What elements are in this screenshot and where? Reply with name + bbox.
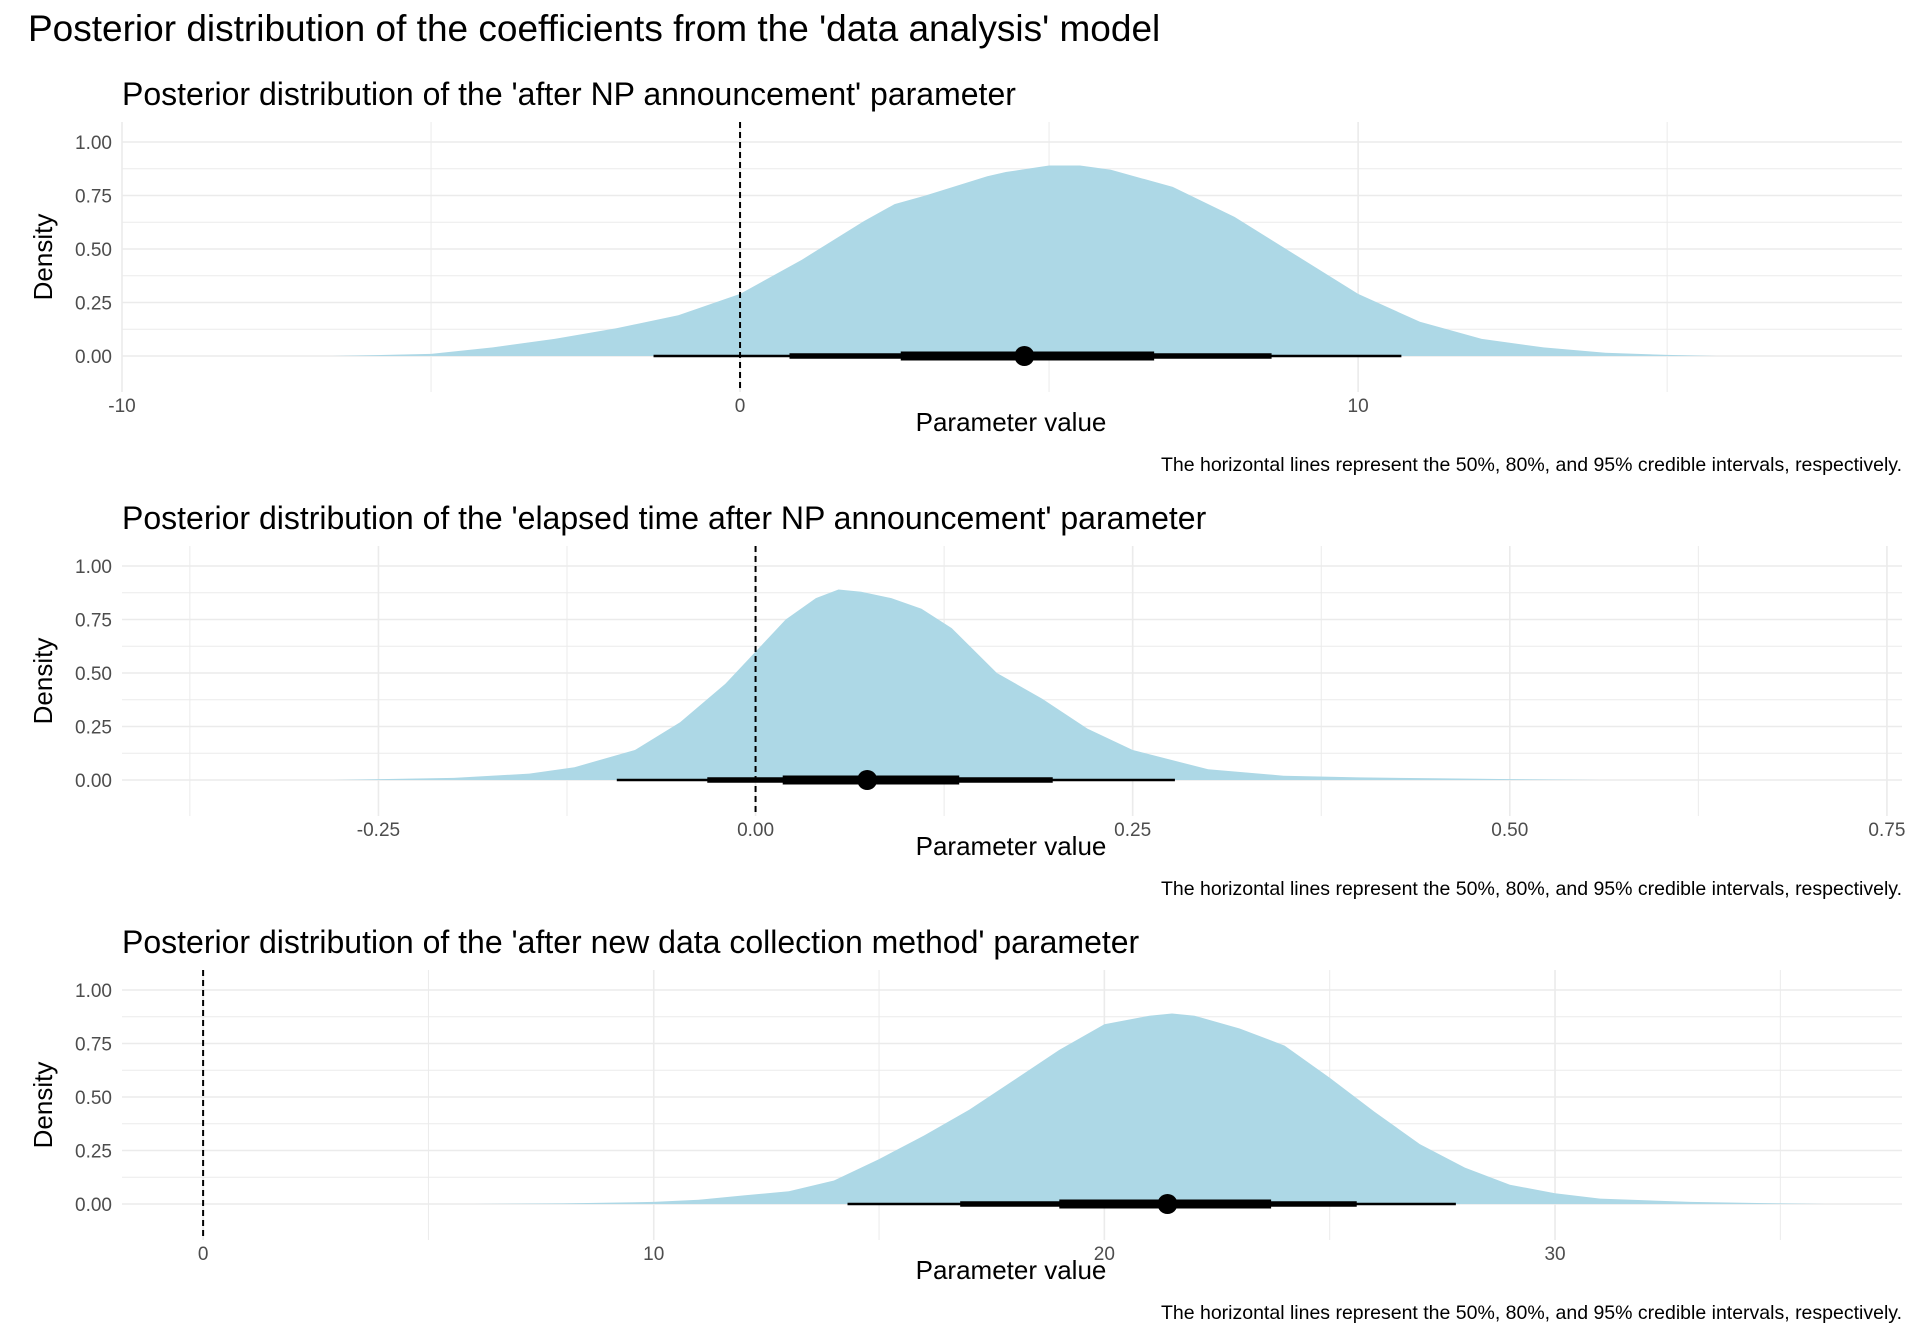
y-tick-label: 0.50 (75, 1088, 112, 1109)
y-tick-label: 0.75 (75, 1035, 112, 1056)
y-tick-label: 1.00 (75, 557, 112, 578)
x-tick-label: 20 (1094, 1244, 1115, 1265)
x-tick-label: 10 (643, 1244, 664, 1265)
y-tick-label: 1.00 (75, 981, 112, 1002)
point-estimate (1157, 1194, 1178, 1214)
y-tick-label: 0.00 (75, 1195, 112, 1216)
panel-title: Posterior distribution of the 'after NP … (122, 76, 1016, 112)
x-tick-label: 0.25 (1114, 820, 1151, 841)
y-axis-title: Density (28, 1062, 58, 1149)
caption: The horizontal lines represent the 50%, … (1161, 454, 1902, 476)
density-area (332, 165, 1717, 356)
density-plot: 0.00 0.25 0.50 0.75 1.00 -0.25 0.00 0.25 0.50 0.7… (28, 546, 1905, 900)
y-tick-label: 0.50 (75, 240, 112, 261)
density-area (333, 589, 1601, 780)
page-title: Posterior distribution of the coefficien… (28, 8, 1161, 49)
panel-title: Posterior distribution of the 'after new… (122, 924, 1140, 960)
y-tick-label: 1.00 (75, 133, 112, 154)
x-axis-title: Parameter value (916, 831, 1107, 861)
y-tick-label: 0.25 (75, 294, 112, 315)
y-tick-label: 0.50 (75, 664, 112, 685)
x-tick-label: -10 (108, 396, 135, 417)
x-tick-label: 0 (735, 396, 746, 417)
x-tick-label: 0.00 (737, 820, 774, 841)
caption: The horizontal lines represent the 50%, … (1161, 1302, 1902, 1324)
y-axis-title: Density (28, 638, 58, 725)
y-tick-label: 0.00 (75, 771, 112, 792)
chart-panel-new-data-collection: Posterior distribution of the 'after new… (0, 920, 1920, 1344)
point-estimate (857, 770, 878, 790)
y-tick-label: 0.25 (75, 718, 112, 739)
density-plot: 0.00 0.25 0.50 0.75 1.00 -10 0 10 Parameter valu… (28, 122, 1902, 476)
x-tick-label: 0.50 (1491, 820, 1528, 841)
x-tick-label: 0.75 (1868, 820, 1905, 841)
point-estimate (1014, 346, 1035, 366)
y-tick-label: 0.00 (75, 347, 112, 368)
x-axis-title: Parameter value (916, 407, 1107, 437)
y-tick-label: 0.25 (75, 1142, 112, 1163)
panel-title: Posterior distribution of the 'elapsed t… (122, 500, 1207, 536)
x-tick-label: 30 (1544, 1244, 1565, 1265)
chart-panel-elapsed-time: Posterior distribution of the 'elapsed t… (0, 496, 1920, 920)
x-tick-label: -0.25 (357, 820, 400, 841)
density-plot: 0.00 0.25 0.50 0.75 1.00 0 10 20 30 Parameter val… (28, 970, 1902, 1324)
x-tick-label: 0 (198, 1244, 209, 1265)
x-axis-title: Parameter value (916, 1255, 1107, 1285)
density-area (473, 1013, 1826, 1204)
x-tick-label: 10 (1348, 396, 1369, 417)
y-axis-title: Density (28, 214, 58, 301)
caption: The horizontal lines represent the 50%, … (1161, 878, 1902, 900)
y-tick-label: 0.75 (75, 187, 112, 208)
chart-panel-after-np-announcement: Posterior distribution of the 'after NP … (0, 72, 1920, 496)
y-tick-label: 0.75 (75, 611, 112, 632)
